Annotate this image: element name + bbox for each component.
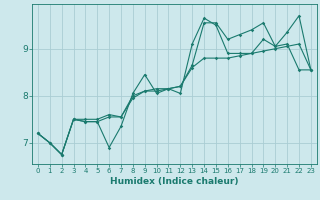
X-axis label: Humidex (Indice chaleur): Humidex (Indice chaleur) <box>110 177 239 186</box>
